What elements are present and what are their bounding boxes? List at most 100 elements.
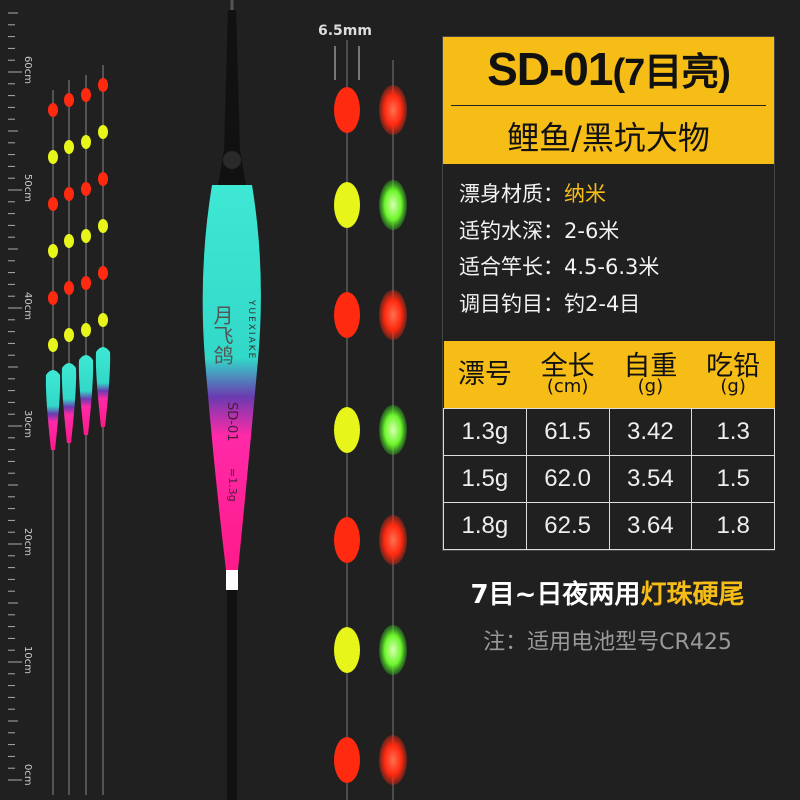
bead — [64, 140, 74, 154]
table-cell: 1.3 — [691, 408, 775, 456]
bead — [81, 135, 91, 149]
divider — [451, 105, 766, 106]
main-float — [202, 0, 261, 800]
bead — [81, 229, 91, 243]
table-cell: 3.54 — [608, 455, 693, 503]
bead — [64, 328, 74, 342]
bead — [48, 244, 58, 258]
target-fish: 鲤鱼/黑坑大物 — [507, 119, 710, 157]
ruler-label: 60cm — [22, 56, 33, 84]
spec-item: 适合竿长：4.5-6.3米 — [459, 249, 774, 286]
yellow-bead — [334, 627, 360, 673]
small-float-body — [95, 347, 111, 427]
model-suffix: (7目亮) — [612, 52, 730, 94]
red-bead — [334, 292, 360, 338]
column-header: 自重 (g) — [609, 341, 692, 409]
header-unit: (g) — [720, 376, 746, 397]
header-unit: (g) — [637, 376, 664, 397]
bead — [98, 266, 108, 280]
spec-list: 漂身材质：纳米 适钓水深：2-6米 适合竿长：4.5-6.3米 调目钓目：钓2-… — [443, 164, 774, 341]
table-cell: 1.5 — [691, 455, 775, 503]
table-cell: 1.3g — [443, 408, 527, 456]
yellow-bead — [334, 407, 360, 453]
model-title: SD-01(7目亮) — [443, 41, 774, 96]
bead — [48, 150, 58, 164]
red-bead — [334, 517, 360, 563]
small-float-body — [78, 355, 94, 435]
bead — [64, 281, 74, 295]
spec-panel: SD-01(7目亮) 鲤鱼/黑坑大物 漂身材质：纳米 适钓水深：2-6米 适合竿… — [442, 36, 775, 551]
float-weight: ≈1.3g — [226, 468, 239, 502]
bead — [81, 276, 91, 290]
spec-value: 纳米 — [564, 182, 606, 206]
spec-label: 调目钓目： — [459, 291, 564, 316]
bead — [81, 88, 91, 102]
ruler-label: 40cm — [22, 292, 33, 320]
table-cell: 1.5g — [443, 455, 527, 503]
spec-label: 适钓水深： — [459, 218, 564, 243]
bead — [98, 125, 108, 139]
spec-item: 调目钓目：钓2-4目 — [459, 286, 774, 323]
glowing-red-bead — [379, 735, 407, 785]
glowing-red-bead — [379, 290, 407, 340]
yellow-bead — [334, 182, 360, 228]
glowing-green-bead — [379, 405, 407, 455]
small-float-body — [45, 370, 61, 450]
float-brand-en: YUEXIAKE — [246, 300, 256, 361]
table-row: 1.8g 62.5 3.64 1.8 — [443, 502, 775, 550]
ruler-label: 10cm — [22, 646, 33, 674]
table-cell: 3.64 — [608, 502, 693, 550]
spec-label: 漂身材质： — [459, 182, 564, 206]
bead — [48, 291, 58, 305]
table-cell: 62.0 — [525, 455, 610, 503]
feature-caption: 7目~日夜两用灯珠硬尾 — [442, 574, 773, 611]
small-float-body — [61, 363, 77, 443]
bead-columns — [334, 85, 407, 785]
bead — [98, 313, 108, 327]
red-bead — [334, 737, 360, 783]
bead-size-bracket — [334, 46, 360, 80]
spec-value: 钓2-4目 — [564, 291, 641, 316]
battery-note: 注：适用电池型号CR425 — [483, 630, 732, 655]
table-cell: 1.8 — [691, 502, 775, 550]
ruler-label: 30cm — [22, 410, 33, 438]
caption-white: 7目~日夜两用 — [470, 580, 641, 610]
small-floats — [45, 65, 111, 795]
bead — [81, 182, 91, 196]
spec-table: 漂号 全长 (cm) 自重 (g) 吃铅 (g) 1.3g 61.5 3.42 1.3 1.5g 62… — [443, 341, 775, 550]
bead — [98, 172, 108, 186]
red-bead — [334, 87, 360, 133]
table-cell: 1.8g — [443, 502, 527, 550]
float-brand-cn: 月飞鸽 — [210, 305, 234, 365]
ruler-label: 0cm — [22, 764, 33, 786]
table-cell: 61.5 — [525, 408, 610, 456]
glowing-green-bead — [379, 180, 407, 230]
column-header: 漂号 — [443, 341, 527, 409]
table-cell: 62.5 — [525, 502, 610, 550]
bead — [48, 338, 58, 352]
caption-yellow: 灯珠硬尾 — [640, 580, 745, 610]
glowing-red-bead — [379, 515, 407, 565]
panel-header: SD-01(7目亮) 鲤鱼/黑坑大物 — [443, 37, 774, 164]
bead — [81, 323, 91, 337]
header-unit: (cm) — [546, 376, 589, 397]
ruler-label: 50cm — [22, 174, 33, 202]
spec-label: 适合竿长： — [459, 255, 564, 279]
bead — [98, 219, 108, 233]
table-row: 1.3g 61.5 3.42 1.3 — [443, 408, 775, 456]
bead-width-label: 6.5mm — [318, 23, 372, 39]
spec-item: 适钓水深：2-6米 — [459, 213, 774, 250]
table-cell: 3.42 — [608, 408, 693, 456]
column-header: 吃铅 (g) — [691, 341, 775, 409]
bead — [48, 197, 58, 211]
spec-value: 4.5-6.3米 — [564, 255, 660, 279]
model-name: SD-01 — [487, 43, 613, 95]
glowing-red-bead — [379, 85, 407, 135]
column-header: 全长 (cm) — [526, 341, 609, 409]
header-title: 漂号 — [457, 359, 512, 390]
bead — [48, 103, 58, 117]
header-title: 自重 — [623, 351, 678, 382]
spec-item: 漂身材质：纳米 — [459, 176, 774, 213]
bead — [64, 93, 74, 107]
